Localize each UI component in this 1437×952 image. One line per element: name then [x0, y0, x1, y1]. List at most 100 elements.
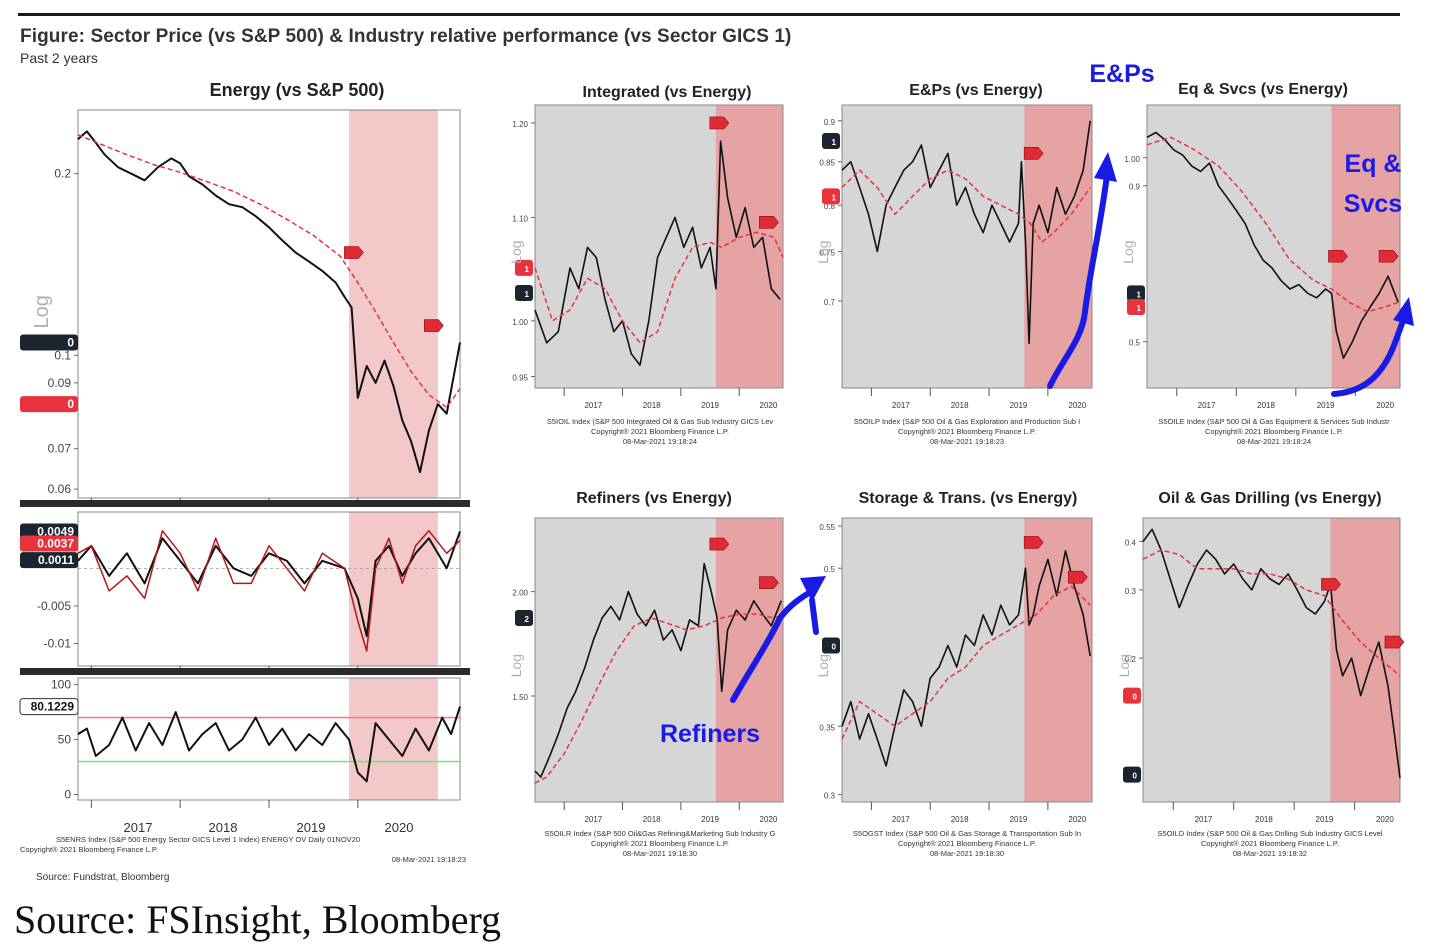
value-badge-label: 1	[1137, 290, 1142, 299]
chart-title: Oil & Gas Drilling (vs Energy)	[1158, 490, 1381, 507]
value-badge-label: 1	[832, 138, 837, 147]
y-tick-label: 0.9	[824, 118, 836, 127]
highlight-band	[1331, 105, 1400, 388]
footnote-line: S5OILP Index (S&P 500 Oil & Gas Explorat…	[854, 417, 1081, 426]
x-tick-label: 2018	[209, 820, 238, 835]
highlight-band	[715, 518, 783, 802]
footnote-line: 08-Mar-2021 19:18:30	[930, 849, 1004, 858]
footnote-line: S5OILR Index (S&P 500 Oil&Gas Refining&M…	[545, 829, 776, 838]
x-tick-label: 2020	[1068, 815, 1086, 824]
eps-arrowhead	[1094, 152, 1117, 182]
y-tick-label: 0.9	[1129, 183, 1141, 192]
footnote-line: Copyright® 2021 Bloomberg Finance L.P.	[20, 845, 158, 854]
footnote-line: S5OILD Index (S&P 500 Oil & Gas Drilling…	[1158, 829, 1383, 838]
value-badge-label: 80.1229	[31, 700, 75, 714]
x-tick-label: 2020	[1376, 401, 1394, 410]
refiners-arrow-tail	[809, 597, 819, 635]
plot-frame	[534, 517, 784, 803]
footnote-line: Copyright® 2021 Bloomberg Finance L.P.	[591, 427, 729, 436]
plot-frame	[841, 517, 1093, 803]
value-badge	[822, 637, 840, 654]
x-tick-label: 2019	[1316, 815, 1334, 824]
eps-arrow	[1047, 172, 1110, 389]
plot-frame	[534, 104, 784, 389]
x-tick-label: 2019	[701, 401, 719, 410]
chart-energy: 0.2 0.1 0.09 0.07 0.06 0 0 Log Energy (vs S&P 50…	[20, 80, 461, 506]
y-tick-label: 1.00	[512, 318, 528, 327]
series-price	[77, 130, 461, 474]
value-badge-label: 1	[1137, 304, 1142, 313]
series-price	[1146, 131, 1399, 359]
chart-energy-rsi: 100 50 0 2017 2018 2019 2020 80.1229	[19, 677, 461, 835]
eqsvcs-annotation: Svcs	[1344, 190, 1402, 218]
series-moving-average	[1146, 136, 1399, 313]
x-tick-label: 2020	[760, 401, 778, 410]
footnote-line: S5ENRS Index (S&P 500 Energy Sector GICS…	[56, 835, 360, 844]
eqsvcs-annotation: Eq &	[1345, 150, 1402, 178]
y-tick-label: 1.20	[512, 120, 528, 129]
x-tick-label: 2019	[297, 820, 326, 835]
signal-marker	[759, 216, 779, 229]
value-badge	[20, 523, 78, 540]
y-tick-label: 0	[64, 788, 71, 802]
signal-marker	[759, 576, 779, 589]
x-tick-label: 2017	[584, 815, 602, 824]
y-tick-label: 0.06	[48, 482, 72, 496]
chart-title: E&Ps (vs Energy)	[909, 82, 1042, 99]
figure-title: Figure: Sector Price (vs S&P 500) & Indu…	[20, 26, 792, 47]
series-moving-average	[77, 134, 461, 409]
footnote-line: S5OGST Index (S&P 500 Oil & Gas Storage …	[853, 829, 1081, 838]
footnote-line: S5IOIL Index (S&P 500 Integrated Oil & G…	[547, 417, 774, 426]
x-tick-label: 2017	[1195, 815, 1213, 824]
footnote-line: 08-Mar-2021 19:18:24	[623, 437, 697, 446]
footnote-line: 08-Mar-2021 19:18:23	[930, 437, 1004, 446]
y-tick-label: -0.005	[37, 599, 71, 613]
series-moving-average	[841, 169, 1091, 243]
y-tick-label: 0.55	[819, 523, 835, 532]
footnote-line: Copyright® 2021 Bloomberg Finance L.P.	[898, 839, 1036, 848]
value-badge-label: 0.0011	[38, 553, 74, 567]
value-badge-label: 1	[525, 290, 530, 299]
signal-marker	[1378, 249, 1399, 263]
y-tick-label: 0.8	[824, 202, 836, 211]
value-badge	[19, 698, 79, 716]
x-tick-label: 2017	[584, 401, 602, 410]
chart-drilling: 0.4 0.3 0.2 2017 2018 2019 2020 0 0 Log Oil & Gas …	[1116, 490, 1405, 824]
chart-eqsvcs: 1.00 0.9 0.5 2017 2018 2019 2020 1 1 Log Eq & Svcs…	[1120, 81, 1401, 410]
highlight-band	[715, 105, 783, 388]
source-note: Source: FSInsight, Bloomberg	[14, 897, 502, 942]
signal-marker	[709, 116, 730, 130]
footnote-line: Copyright® 2021 Bloomberg Finance L.P.	[591, 839, 729, 848]
x-tick-label: 2018	[1257, 401, 1275, 410]
y-tick-label: 0.09	[48, 376, 72, 390]
chart-title: Integrated (vs Energy)	[583, 84, 752, 101]
refiners-annotation: Refiners	[660, 720, 760, 748]
highlight-band	[1024, 518, 1092, 802]
value-badge-label: 0	[1133, 772, 1138, 781]
eqsvcs-arrow	[1331, 315, 1407, 397]
y-axis-label: Log	[508, 240, 524, 263]
value-badge	[1123, 766, 1141, 783]
x-tick-label: 2017	[1198, 401, 1216, 410]
y-tick-label: 0.7	[824, 298, 836, 307]
y-tick-label: 0.5	[1129, 339, 1141, 348]
x-tick-label: 2020	[385, 820, 414, 835]
value-badge	[20, 396, 78, 413]
y-tick-label: 1.10	[512, 214, 528, 223]
y-tick-label: 0.07	[48, 442, 72, 456]
panel-separator	[20, 668, 470, 675]
series-moving-average	[534, 613, 782, 784]
highlight-band	[348, 110, 438, 498]
plot-frame	[1142, 517, 1401, 803]
series-price	[841, 549, 1091, 767]
x-tick-label: 2017	[892, 401, 910, 410]
x-tick-label: 2019	[1010, 815, 1028, 824]
value-badge	[515, 609, 533, 626]
y-tick-label: 0.2	[54, 167, 71, 181]
value-badge	[1127, 298, 1145, 315]
x-tick-label: 2017	[892, 815, 910, 824]
y-tick-label: 0.1	[54, 348, 71, 362]
